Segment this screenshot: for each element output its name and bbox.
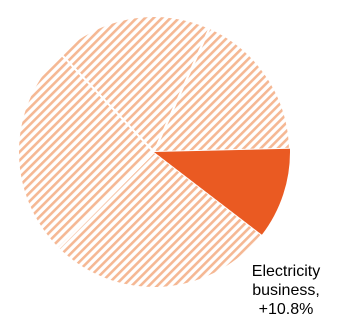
slice-label-electricity-business: Electricity business, +10.8% bbox=[233, 262, 338, 319]
pie-slice-2 bbox=[17, 51, 156, 251]
pie-slice-4 bbox=[152, 26, 291, 154]
slice-label-line-3: +10.8% bbox=[258, 301, 314, 318]
pie-slice-5 bbox=[154, 148, 290, 235]
pie-slice-1 bbox=[56, 150, 264, 290]
slice-label-line-1: Electricity bbox=[251, 263, 321, 280]
slice-label-line-2: business, bbox=[252, 282, 320, 299]
pie-slices bbox=[17, 14, 291, 290]
pie-slice-3 bbox=[58, 14, 212, 154]
